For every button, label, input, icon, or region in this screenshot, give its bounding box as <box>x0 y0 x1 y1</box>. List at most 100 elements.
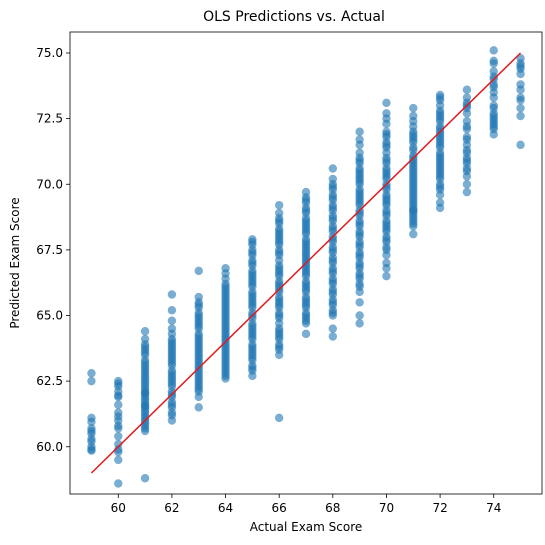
data-point-131 <box>194 337 203 346</box>
data-point-385 <box>355 156 364 165</box>
data-point-542 <box>462 135 472 144</box>
data-point-292 <box>301 329 311 339</box>
data-point-440 <box>382 182 391 192</box>
y-axis-ticks: 60.0 62.5 65.0 67.5 70.0 72.5 75.0 <box>36 46 70 454</box>
data-point-64 <box>140 424 150 433</box>
data-point-349 <box>328 235 338 244</box>
data-point-544 <box>489 46 498 55</box>
data-point-484 <box>409 172 418 181</box>
data-point-439 <box>382 156 391 165</box>
x-axis-label: Actual Exam Score <box>250 520 363 534</box>
data-point-467 <box>409 117 418 126</box>
data-point-398 <box>355 135 364 144</box>
data-point-347 <box>328 308 338 318</box>
x-tick-label: 64 <box>218 501 233 515</box>
data-point-134 <box>194 303 203 312</box>
data-point-20 <box>114 432 123 441</box>
data-point-258 <box>274 342 284 352</box>
data-point-204 <box>248 237 257 247</box>
data-point-249 <box>274 350 284 360</box>
data-point-401 <box>355 193 364 202</box>
data-point-466 <box>409 229 418 239</box>
data-point-446 <box>409 103 418 113</box>
data-point-518 <box>435 172 445 181</box>
data-point-388 <box>355 219 364 228</box>
data-point-559 <box>489 111 498 121</box>
y-tick-label: 67.5 <box>36 243 63 257</box>
data-point-389 <box>355 240 364 249</box>
data-point-343 <box>328 224 338 234</box>
plot-frame <box>69 31 543 495</box>
data-point-259 <box>274 413 284 423</box>
data-point-535 <box>462 187 472 197</box>
data-point-66 <box>140 388 150 398</box>
data-point-176 <box>221 300 230 310</box>
data-point-430 <box>382 264 391 273</box>
data-point-521 <box>435 161 445 171</box>
reference-line <box>90 52 522 474</box>
data-point-399 <box>355 148 364 157</box>
data-point-27 <box>114 412 123 421</box>
data-point-168 <box>221 290 230 299</box>
data-point-522 <box>462 85 472 94</box>
data-point-217 <box>248 274 257 283</box>
data-point-305 <box>301 243 311 252</box>
data-point-382 <box>355 298 364 307</box>
x-tick-label: 60 <box>111 501 126 515</box>
data-point-536 <box>462 166 472 176</box>
x-tick-label: 62 <box>164 501 179 515</box>
data-point-444 <box>382 198 391 207</box>
data-point-570 <box>516 85 525 94</box>
data-point-211 <box>248 248 257 257</box>
data-point-48 <box>140 474 150 483</box>
data-point-30 <box>140 327 150 336</box>
data-point-486 <box>409 219 418 228</box>
data-point-402 <box>382 98 391 108</box>
data-point-534 <box>462 180 472 189</box>
data-point-443 <box>382 172 391 181</box>
data-point-210 <box>248 363 257 373</box>
data-point-573 <box>516 103 525 113</box>
x-tick-label: 74 <box>486 501 501 515</box>
data-point-558 <box>489 93 498 102</box>
data-point-132 <box>194 358 203 367</box>
data-point-308 <box>301 195 311 205</box>
data-point-263 <box>274 332 284 341</box>
y-tick-label: 70.0 <box>36 177 63 191</box>
data-point-438 <box>382 130 391 139</box>
data-point-311 <box>328 164 338 173</box>
data-point-340 <box>328 332 338 341</box>
data-point-351 <box>328 214 338 223</box>
data-point-445 <box>382 224 391 234</box>
data-point-23 <box>114 455 123 465</box>
data-point-396 <box>355 229 364 239</box>
data-point-391 <box>355 282 364 291</box>
data-point-540 <box>462 145 472 155</box>
x-tick-label: 70 <box>379 501 394 515</box>
data-point-345 <box>328 266 338 276</box>
data-point-560 <box>489 67 498 76</box>
data-point-480 <box>409 193 418 202</box>
data-point-481 <box>409 132 418 142</box>
data-point-0 <box>87 369 96 378</box>
x-tick-label: 72 <box>432 501 447 515</box>
data-point-69 <box>167 306 177 315</box>
data-point-393 <box>355 208 364 218</box>
data-point-250 <box>274 216 284 226</box>
data-point-28 <box>114 445 123 454</box>
data-point-485 <box>409 206 418 215</box>
data-point-173 <box>221 321 230 331</box>
data-point-400 <box>355 172 364 181</box>
data-point-68 <box>167 290 177 299</box>
data-point-478 <box>409 143 418 152</box>
data-point-431 <box>382 271 391 281</box>
data-point-538 <box>462 122 472 131</box>
data-point-11 <box>87 417 96 427</box>
data-point-541 <box>462 103 472 113</box>
data-point-61 <box>140 358 150 367</box>
x-axis-ticks: 60 62 64 66 68 70 72 74 <box>111 494 501 515</box>
data-point-561 <box>489 82 498 92</box>
data-point-546 <box>489 59 498 68</box>
data-point-572 <box>516 96 525 105</box>
